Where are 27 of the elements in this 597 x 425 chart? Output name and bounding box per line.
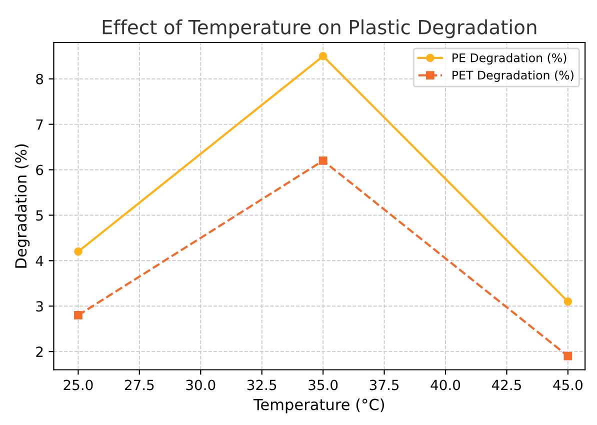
- x-tick-label: 35.0: [308, 380, 338, 390]
- y-tick-label: 3: [36, 301, 43, 312]
- x-tick-label: 45.0: [553, 380, 582, 390]
- point: [74, 247, 82, 256]
- x-axis-title: Temperature (°C): [253, 398, 384, 414]
- point: [318, 156, 328, 165]
- y-tick-label: 4: [36, 256, 44, 266]
- x-tick-label: 42.5: [492, 380, 521, 390]
- x-tick-label: 40.0: [430, 380, 460, 390]
- x-tick-label: 30.0: [186, 380, 216, 390]
- point: [318, 52, 328, 60]
- legend-label: PET Degradation (%): [452, 70, 574, 82]
- y-tick-label: 8: [36, 74, 44, 84]
- point: [564, 352, 572, 360]
- x-tick-label: 37.5: [370, 380, 399, 390]
- chart-title: Effect of Temperature on Plastic Degradation: [102, 19, 536, 38]
- y-axis-title: Degradation (%): [14, 144, 30, 268]
- x-tick-label: 25.0: [64, 380, 93, 390]
- point: [564, 297, 572, 306]
- y-tick-label: 7: [36, 119, 43, 130]
- x-tick-label: 32.5: [247, 380, 276, 390]
- legend-label: PE Degradation (%): [452, 53, 566, 65]
- y-tick-label: 6: [36, 164, 44, 176]
- y-tick-label: 5: [36, 210, 43, 221]
- x-tick-label: 27.5: [124, 380, 154, 390]
- point: [74, 311, 82, 320]
- y-tick-label: 2: [36, 346, 43, 357]
